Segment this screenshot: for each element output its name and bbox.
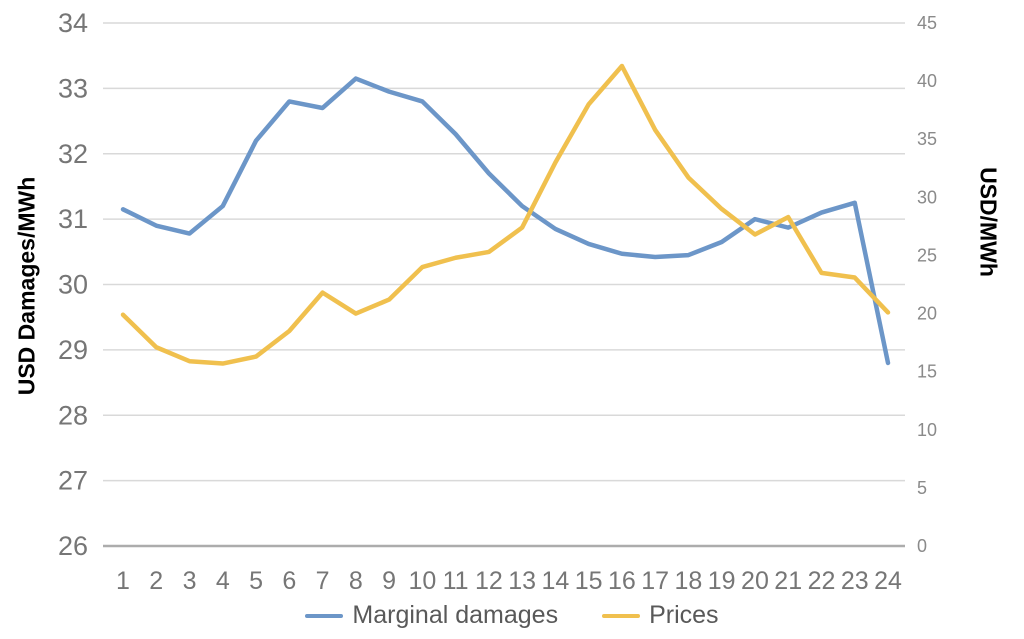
legend-item-marginal-damages: Marginal damages xyxy=(305,601,558,630)
right-axis-tick-label: 15 xyxy=(917,362,937,382)
x-axis-tick-label: 7 xyxy=(316,567,330,595)
left-axis-tick-label: 33 xyxy=(58,73,88,103)
left-axis-tick-label: 26 xyxy=(58,531,88,561)
x-axis-tick-label: 8 xyxy=(349,567,363,595)
x-axis-tick-label: 10 xyxy=(408,567,436,595)
x-axis-tick-label: 23 xyxy=(841,567,869,595)
x-axis-tick-label: 22 xyxy=(808,567,836,595)
right-axis-tick-label: 5 xyxy=(917,478,927,498)
left-axis-tick-label: 27 xyxy=(58,466,88,496)
right-axis-tick-label: 45 xyxy=(917,13,937,33)
right-axis-tick-label: 30 xyxy=(917,187,937,207)
x-axis-tick-label: 15 xyxy=(575,567,603,595)
x-axis-tick-label: 20 xyxy=(741,567,769,595)
left-axis-tick-label: 30 xyxy=(58,270,88,300)
left-axis-tick-label: 29 xyxy=(58,335,88,365)
x-axis-tick-label: 11 xyxy=(443,567,469,595)
right-axis-title: USD/MWh xyxy=(975,167,1002,277)
legend-label-marginal-damages: Marginal damages xyxy=(352,601,559,629)
left-axis-tick-label: 34 xyxy=(58,8,88,38)
x-axis-tick-label: 2 xyxy=(149,567,163,595)
x-axis-tick-label: 3 xyxy=(183,567,197,595)
x-axis-tick-label: 1 xyxy=(116,567,130,595)
legend-item-prices: Prices xyxy=(602,601,719,630)
left-axis-tick-label: 28 xyxy=(58,400,88,430)
x-axis-tick-label: 19 xyxy=(708,567,736,595)
legend-line-sample-prices xyxy=(602,613,641,618)
series-line-marginal-damages xyxy=(120,76,891,366)
x-axis-tick-label: 14 xyxy=(541,567,569,595)
right-axis-tick-label: 25 xyxy=(917,245,937,265)
series-line-prices xyxy=(120,63,891,366)
right-axis-tick-label: 0 xyxy=(917,536,927,556)
legend-label-prices: Prices xyxy=(649,601,719,629)
right-axis-tick-label: 40 xyxy=(917,71,937,91)
x-axis-tick-label: 12 xyxy=(475,567,503,595)
chart-legend: Marginal damages Prices xyxy=(0,601,1024,630)
x-axis-tick-label: 5 xyxy=(249,567,263,595)
x-axis-tick-label: 16 xyxy=(608,567,636,595)
right-axis-tick-label: 20 xyxy=(917,304,937,324)
right-axis-tick-label: 10 xyxy=(917,420,937,440)
x-axis-tick-label: 21 xyxy=(774,567,802,595)
x-axis-tick-label: 13 xyxy=(508,567,536,595)
legend-line-sample-marginal-damages xyxy=(305,613,344,618)
x-axis-tick-label: 6 xyxy=(282,567,296,595)
x-axis-tick-label: 24 xyxy=(874,567,902,595)
x-axis-tick-label: 18 xyxy=(675,567,703,595)
x-axis-tick-label: 9 xyxy=(382,567,396,595)
left-axis-tick-label: 31 xyxy=(58,204,88,234)
left-axis-tick-label: 32 xyxy=(58,139,88,169)
left-axis-title: USD Damages/MWh xyxy=(13,176,40,396)
x-axis-tick-label: 4 xyxy=(216,567,230,595)
right-axis-tick-label: 35 xyxy=(917,129,937,149)
x-axis-tick-label: 17 xyxy=(641,567,669,595)
